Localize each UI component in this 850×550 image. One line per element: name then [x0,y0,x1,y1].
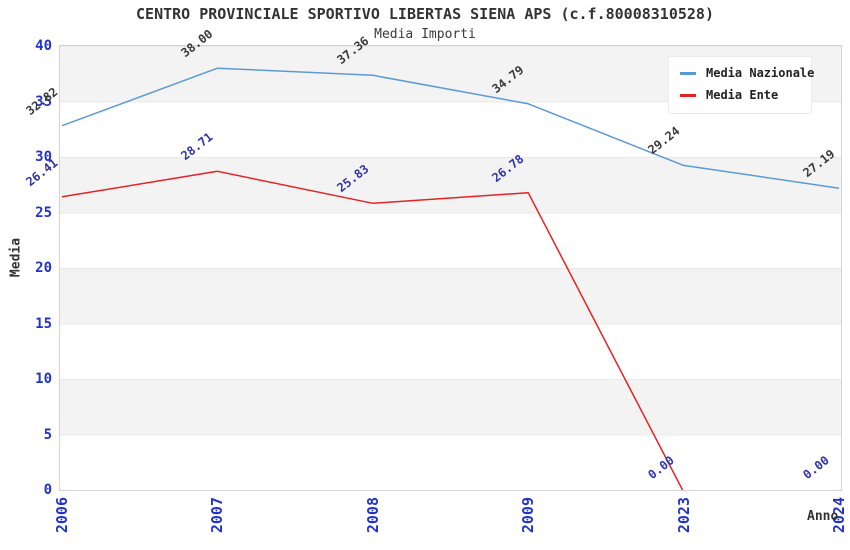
y-tick-label: 10 [35,371,52,387]
y-tick-label: 0 [43,482,52,498]
chart-title: CENTRO PROVINCIALE SPORTIVO LIBERTAS SIE… [136,5,714,23]
chart-subtitle: Media Importi [374,27,476,42]
y-axis-title: Media [8,237,24,278]
x-tick-label: 2023 [674,497,693,534]
legend: Media Nazionale Media Ente [668,56,815,114]
series-line-ente [61,170,684,490]
y-tick-label: 35 [35,93,52,110]
line-chart-canvas [61,67,840,490]
series-line-nazionale [61,67,840,189]
legend-item-media-ente: Media Ente [669,84,811,106]
x-axis-title: Anno [807,509,839,524]
legend-line-swatch-ente [680,93,696,97]
x-tick-label: 2008 [363,497,382,534]
y-tick-label: 5 [43,426,52,443]
y-tick-label: 40 [35,38,52,54]
data-point-label: 32.82 [23,84,61,118]
y-tick-label: 30 [35,149,52,165]
plot-area [59,45,842,491]
legend-label: Media Ente [706,88,779,102]
legend-label: Media Nazionale [706,66,815,80]
x-tick-label: 2009 [519,497,538,534]
x-tick-label: 2007 [208,497,227,534]
legend-item-media-nazionale: Media Nazionale [669,62,815,84]
y-tick-label: 20 [35,260,52,276]
y-tick-label: 15 [35,315,52,332]
x-tick-label: 2006 [53,497,71,534]
legend-line-swatch-nazionale [680,71,696,75]
y-tick-label: 25 [35,204,52,221]
